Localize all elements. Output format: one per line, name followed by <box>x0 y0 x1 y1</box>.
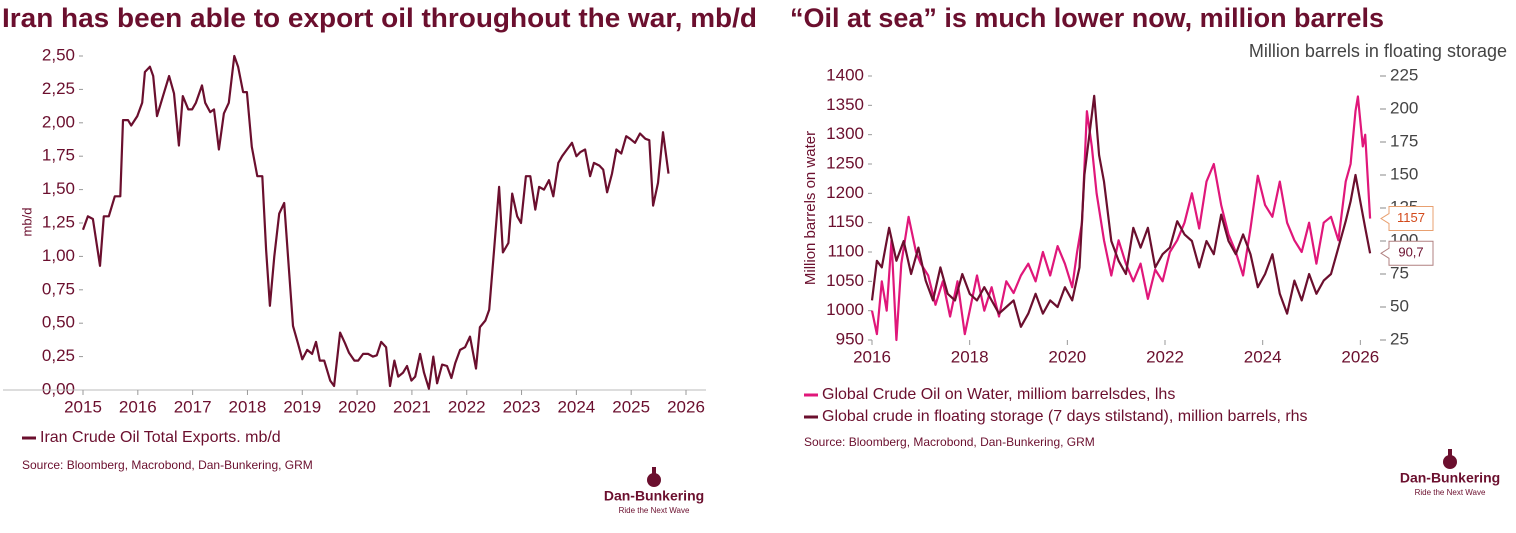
logo-icon <box>647 473 661 487</box>
y-tick-label: 1,50 <box>42 179 75 198</box>
x-tick-label: 2018 <box>229 397 267 416</box>
legend-label: Iran Crude Oil Total Exports. mb/d <box>40 429 281 446</box>
x-tick-label: 2020 <box>1048 347 1086 366</box>
y-tick-label: 1000 <box>826 300 864 319</box>
x-tick-label: 2021 <box>393 397 431 416</box>
x-tick-label: 2022 <box>1146 347 1184 366</box>
x-tick-label: 2017 <box>174 397 212 416</box>
logo: Dan-Bunkering Ride the Next Wave <box>1400 449 1500 497</box>
x-tick-label: 2025 <box>612 397 650 416</box>
y-tick-label: 1200 <box>826 183 864 202</box>
y-tick-label: 1,25 <box>42 212 75 231</box>
x-tick-label: 2016 <box>119 397 157 416</box>
logo-icon <box>1448 449 1452 459</box>
logo-tagline: Ride the Next Wave <box>1415 488 1486 497</box>
logo-tagline: Ride the Next Wave <box>619 506 690 515</box>
y-tick-label: 0,00 <box>42 379 75 398</box>
y-tick-label: 1100 <box>827 241 864 260</box>
x-tick-label: 2024 <box>557 397 595 416</box>
source: Source: Bloomberg, Macrobond, Dan-Bunker… <box>804 435 1095 449</box>
y-tick-label: 1350 <box>826 95 864 114</box>
y-tick-label: 2,50 <box>42 45 75 64</box>
logo: Dan-Bunkering Ride the Next Wave <box>604 467 704 515</box>
end-label: 90,7 <box>1398 245 1423 260</box>
series-line <box>81 54 670 390</box>
end-label: 1157 <box>1397 210 1425 225</box>
y2-axis-label: Million barrels in floating storage <box>1249 41 1507 61</box>
y-tick-label: 1250 <box>826 153 864 172</box>
y-tick-label: 1,00 <box>42 246 75 265</box>
y-tick-label: 0,75 <box>42 279 75 298</box>
chart-title: Iran has been able to export oil through… <box>2 3 757 33</box>
y2-tick-label: 75 <box>1390 263 1409 282</box>
x-tick-label: 2026 <box>667 397 705 416</box>
y-axis-label: Million barrels on water <box>802 131 819 285</box>
y-tick-label: 1300 <box>826 124 864 143</box>
end-label-box <box>1380 240 1434 266</box>
y-tick-label: 950 <box>836 329 864 348</box>
y-tick-label: 0,25 <box>42 346 75 365</box>
logo-name: Dan-Bunkering <box>1400 470 1500 486</box>
y2-tick-label: 175 <box>1390 131 1418 150</box>
legend-label: Global crude in floating storage (7 days… <box>822 408 1308 425</box>
x-tick-label: 2020 <box>338 397 376 416</box>
x-tick-label: 2018 <box>951 347 989 366</box>
y2-tick-label: 200 <box>1390 98 1418 117</box>
y-tick-label: 0,50 <box>42 313 75 332</box>
y-tick-label: 1400 <box>826 65 864 84</box>
source: Source: Bloomberg, Macrobond, Dan-Bunker… <box>22 458 313 472</box>
y-tick-label: 1050 <box>826 271 864 290</box>
x-tick-label: 2019 <box>283 397 321 416</box>
chart-title: “Oil at sea” is much lower now, million … <box>790 3 1384 33</box>
x-tick-label: 2016 <box>853 347 891 366</box>
x-tick-label: 2024 <box>1244 347 1282 366</box>
y2-tick-label: 50 <box>1390 296 1409 315</box>
y-tick-label: 2,25 <box>42 79 75 98</box>
series-line <box>870 94 1372 328</box>
y2-tick-label: 25 <box>1390 329 1409 348</box>
logo-icon <box>1443 455 1457 469</box>
x-tick-label: 2026 <box>1341 347 1379 366</box>
series-line <box>870 95 1372 342</box>
end-label-box <box>1380 206 1434 232</box>
y2-tick-label: 225 <box>1390 65 1418 84</box>
x-tick-label: 2015 <box>64 397 102 416</box>
y-tick-label: 1150 <box>827 212 864 231</box>
legend-label: Global Crude Oil on Water, milliom barre… <box>822 386 1175 403</box>
y2-tick-label: 150 <box>1390 164 1418 183</box>
logo-name: Dan-Bunkering <box>604 488 704 504</box>
x-tick-label: 2023 <box>503 397 541 416</box>
logo-icon <box>652 467 656 477</box>
y-tick-label: 2,00 <box>42 112 75 131</box>
y-axis-label: mb/d <box>19 208 34 237</box>
y-tick-label: 1,75 <box>42 146 75 165</box>
x-tick-label: 2022 <box>448 397 486 416</box>
